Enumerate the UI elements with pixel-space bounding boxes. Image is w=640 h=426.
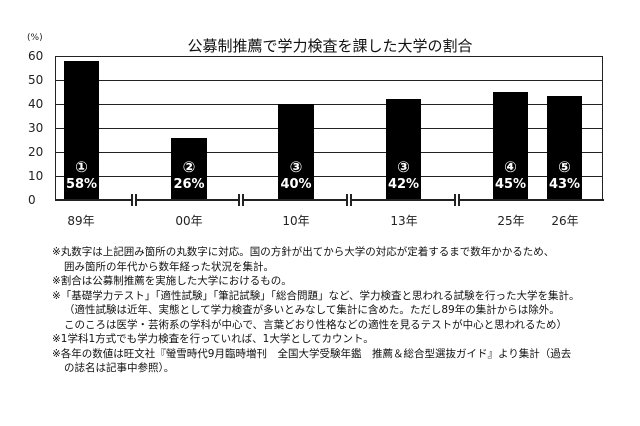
bar-label: ⑤ 43% xyxy=(547,158,582,194)
note-line: ※各年の数値は旺文社『螢雪時代9月臨時増刊 全国大学受験年鑑 推薦＆総合型選抜ガ… xyxy=(52,347,572,360)
y-tick-50: 50 xyxy=(28,73,44,87)
y-tick-30: 30 xyxy=(28,121,44,135)
axis-break-icon xyxy=(346,194,352,206)
bar-label: ② 26% xyxy=(171,158,207,194)
note-line: ※割合は公募制推薦を実施した大学におけるもの。 xyxy=(52,275,292,287)
bar-10: ③ 40% xyxy=(278,104,314,200)
note-line: の誌名は記事中参照）。 xyxy=(64,362,175,374)
bar-value: 58% xyxy=(65,177,98,192)
x-label-13: 13年 xyxy=(390,214,418,228)
y-tick-40: 40 xyxy=(28,97,44,111)
note-line: 囲み箇所の年代から数年経った状況を集計。 xyxy=(64,260,274,273)
bar-value: 45% xyxy=(494,177,527,192)
bar-label: ① 58% xyxy=(64,158,99,194)
note-line: （適性試験は近年、実態として学力検査が多いとみなして集計に含めた。ただし89年の… xyxy=(64,304,560,316)
axis-break-icon xyxy=(454,194,460,206)
x-label-00: 00年 xyxy=(175,214,203,228)
note-line: このころは医学・芸術系の学科が中心で、言葉どおり性格などの適性を見るテストが中心… xyxy=(64,318,568,331)
x-axis-line xyxy=(55,199,604,201)
bar-value: 40% xyxy=(280,177,312,192)
gridline-30 xyxy=(55,128,603,129)
note-line: ※丸数字は上記囲み箇所の丸数字に対応。国の方針が出てから大学の対応が定着するまで… xyxy=(52,246,555,258)
note-line: ※1学科1方式でも学力検査を行っていれば、1大学としてカウント。 xyxy=(52,333,374,345)
gridline-10 xyxy=(55,176,603,177)
circled-marker: ③ xyxy=(397,158,410,176)
bar-label: ③ 40% xyxy=(278,158,314,194)
bar-26: ⑤ 43% xyxy=(547,96,582,200)
circled-marker: ③ xyxy=(289,158,303,176)
footnotes: ※丸数字は上記囲み箇所の丸数字に対応。国の方針が出てから大学の対応が定着するまで… xyxy=(52,245,632,376)
note-line: ※「基礎学力テスト」「適性試験」「筆記試験」「総合問題」など、学力検査と思われる… xyxy=(52,289,580,302)
y-axis-unit: (%) xyxy=(27,33,43,43)
axis-break-icon xyxy=(131,194,137,206)
bar-label: ③ 42% xyxy=(386,158,421,194)
bar-89: ① 58% xyxy=(64,61,99,200)
circled-marker: ① xyxy=(75,158,88,176)
bar-00: ② 26% xyxy=(171,138,207,200)
axis-break-icon xyxy=(238,194,244,206)
gridline-40 xyxy=(55,104,603,105)
circled-marker: ④ xyxy=(504,158,517,176)
circled-marker: ② xyxy=(182,158,196,176)
y-tick-60: 60 xyxy=(28,49,44,63)
bar-13: ③ 42% xyxy=(386,99,421,200)
gridline-50 xyxy=(55,80,603,81)
chart-title: 公募制推薦で学力検査を課した大学の割合 xyxy=(187,37,473,55)
bar-value: 26% xyxy=(173,177,205,192)
bar-value: 43% xyxy=(548,177,581,192)
bar-value: 42% xyxy=(387,177,420,192)
bar-label: ④ 45% xyxy=(493,158,528,194)
x-label-26: 26年 xyxy=(551,214,579,228)
x-label-25: 25年 xyxy=(497,214,525,228)
circled-marker: ⑤ xyxy=(558,158,571,176)
y-tick-10: 10 xyxy=(28,169,44,183)
y-tick-0: 0 xyxy=(28,193,36,207)
bar-25: ④ 45% xyxy=(493,92,528,200)
y-tick-20: 20 xyxy=(28,145,44,159)
gridline-20 xyxy=(55,152,603,153)
x-label-10: 10年 xyxy=(282,214,310,228)
x-label-89: 89年 xyxy=(67,214,95,228)
